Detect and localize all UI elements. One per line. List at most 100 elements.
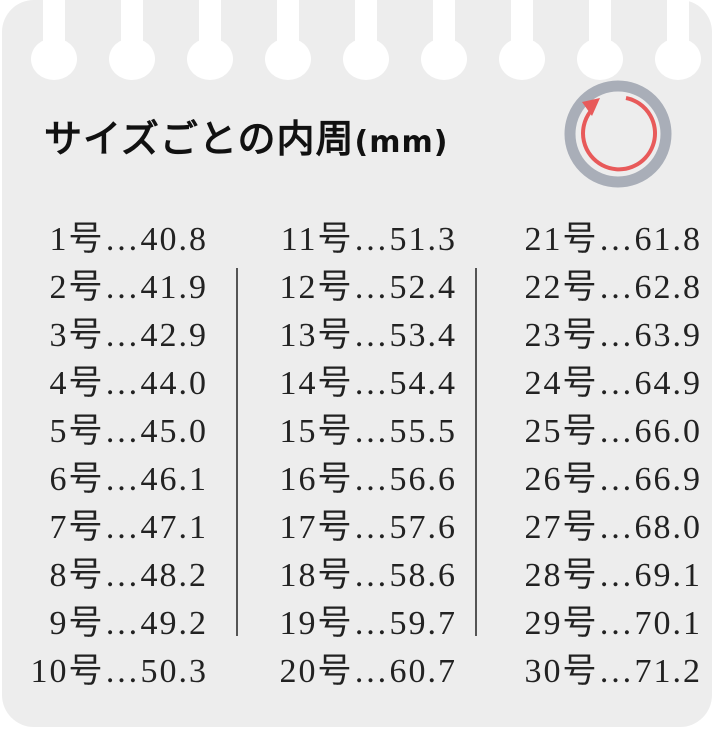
ring-size: 17号 bbox=[279, 509, 354, 546]
separator: … bbox=[353, 653, 390, 690]
size-row: 18号…58.6 bbox=[240, 552, 457, 600]
size-row: 13号…53.4 bbox=[240, 312, 457, 360]
inner-circumference-value: 54.4 bbox=[389, 365, 457, 402]
ring-size: 27号 bbox=[524, 509, 599, 546]
separator: … bbox=[104, 509, 141, 546]
binder-hole bbox=[421, 0, 467, 82]
size-row: 26号…66.9 bbox=[480, 456, 702, 504]
binder-hole bbox=[265, 0, 311, 82]
inner-circumference-value: 47.1 bbox=[140, 509, 208, 546]
ring-size: 26号 bbox=[524, 461, 599, 498]
size-row: 8号…48.2 bbox=[0, 552, 208, 600]
ring-size: 1号 bbox=[49, 221, 105, 258]
ring-size: 11号 bbox=[280, 221, 354, 258]
inner-circumference-value: 55.5 bbox=[389, 413, 457, 450]
separator: … bbox=[353, 365, 390, 402]
separator: … bbox=[353, 509, 390, 546]
binder-hole bbox=[187, 0, 233, 82]
separator: … bbox=[353, 557, 390, 594]
separator: … bbox=[104, 365, 141, 402]
ring-size: 23号 bbox=[524, 317, 599, 354]
inner-circumference-value: 44.0 bbox=[140, 365, 208, 402]
size-row: 3号…42.9 bbox=[0, 312, 208, 360]
size-column-1: 1号…40.8 2号…41.9 3号…42.9 4号…44.0 5号…45.0 6号…46… bbox=[0, 216, 208, 696]
size-row: 5号…45.0 bbox=[0, 408, 208, 456]
inner-circumference-value: 41.9 bbox=[140, 269, 208, 306]
separator: … bbox=[104, 605, 141, 642]
size-row: 11号…51.3 bbox=[240, 216, 457, 264]
separator: … bbox=[353, 317, 390, 354]
inner-circumference-value: 61.8 bbox=[634, 221, 702, 258]
binder-hole bbox=[31, 0, 77, 82]
separator: … bbox=[598, 653, 635, 690]
size-column-2: 11号…51.3 12号…52.4 13号…53.4 14号…54.4 15号…55.5… bbox=[240, 216, 457, 696]
size-row: 7号…47.1 bbox=[0, 504, 208, 552]
ring-size: 5号 bbox=[49, 413, 105, 450]
inner-circumference-value: 45.0 bbox=[140, 413, 208, 450]
size-row: 28号…69.1 bbox=[480, 552, 702, 600]
ring-size: 4号 bbox=[49, 365, 105, 402]
ring-size: 24号 bbox=[524, 365, 599, 402]
inner-circumference-value: 52.4 bbox=[389, 269, 457, 306]
page-title: サイズごとの内周(mm) bbox=[44, 108, 448, 163]
arrow-head bbox=[582, 98, 600, 116]
size-row: 10号…50.3 bbox=[0, 648, 208, 696]
separator: … bbox=[353, 221, 390, 258]
title-text: サイズごとの内周 bbox=[44, 117, 355, 161]
size-row: 6号…46.1 bbox=[0, 456, 208, 504]
binder-hole bbox=[109, 0, 155, 82]
size-row: 20号…60.7 bbox=[240, 648, 457, 696]
separator: … bbox=[598, 413, 635, 450]
ring-size: 14号 bbox=[279, 365, 354, 402]
inner-circumference-value: 50.3 bbox=[140, 653, 208, 690]
inner-circumference-value: 40.8 bbox=[140, 221, 208, 258]
ring-outer bbox=[564, 80, 672, 188]
inner-circumference-value: 56.6 bbox=[389, 461, 457, 498]
inner-circumference-value: 70.1 bbox=[634, 605, 702, 642]
inner-circumference-value: 66.0 bbox=[634, 413, 702, 450]
size-row: 16号…56.6 bbox=[240, 456, 457, 504]
separator: … bbox=[353, 461, 390, 498]
ring-size: 3号 bbox=[49, 317, 105, 354]
inner-circumference-value: 63.9 bbox=[634, 317, 702, 354]
separator: … bbox=[104, 653, 141, 690]
separator: … bbox=[598, 605, 635, 642]
inner-circumference-value: 66.9 bbox=[634, 461, 702, 498]
ring-circumference-icon bbox=[564, 80, 672, 188]
ring-size: 13号 bbox=[279, 317, 354, 354]
ring-size: 12号 bbox=[279, 269, 354, 306]
separator: … bbox=[598, 461, 635, 498]
circular-arrow bbox=[581, 96, 658, 172]
separator: … bbox=[104, 413, 141, 450]
separator: … bbox=[598, 557, 635, 594]
inner-circumference-value: 59.7 bbox=[389, 605, 457, 642]
ring-size: 16号 bbox=[279, 461, 354, 498]
separator: … bbox=[104, 221, 141, 258]
separator: … bbox=[353, 605, 390, 642]
ring-size: 20号 bbox=[279, 653, 354, 690]
column-divider bbox=[475, 268, 477, 636]
binder-hole bbox=[655, 0, 701, 82]
column-divider bbox=[236, 268, 238, 636]
size-row: 14号…54.4 bbox=[240, 360, 457, 408]
ring-size: 19号 bbox=[279, 605, 354, 642]
separator: … bbox=[598, 365, 635, 402]
ring-size: 21号 bbox=[524, 221, 599, 258]
size-row: 12号…52.4 bbox=[240, 264, 457, 312]
inner-circumference-value: 69.1 bbox=[634, 557, 702, 594]
ring-size: 28号 bbox=[524, 557, 599, 594]
size-row: 4号…44.0 bbox=[0, 360, 208, 408]
inner-circumference-value: 60.7 bbox=[389, 653, 457, 690]
size-row: 17号…57.6 bbox=[240, 504, 457, 552]
inner-circumference-value: 57.6 bbox=[389, 509, 457, 546]
size-row: 30号…71.2 bbox=[480, 648, 702, 696]
ring-size: 29号 bbox=[524, 605, 599, 642]
ring-size: 18号 bbox=[279, 557, 354, 594]
ring-size: 30号 bbox=[524, 653, 599, 690]
separator: … bbox=[598, 221, 635, 258]
size-row: 22号…62.8 bbox=[480, 264, 702, 312]
ring-size: 7号 bbox=[49, 509, 105, 546]
inner-circumference-value: 51.3 bbox=[389, 221, 457, 258]
binder-hole bbox=[343, 0, 389, 82]
size-row: 9号…49.2 bbox=[0, 600, 208, 648]
